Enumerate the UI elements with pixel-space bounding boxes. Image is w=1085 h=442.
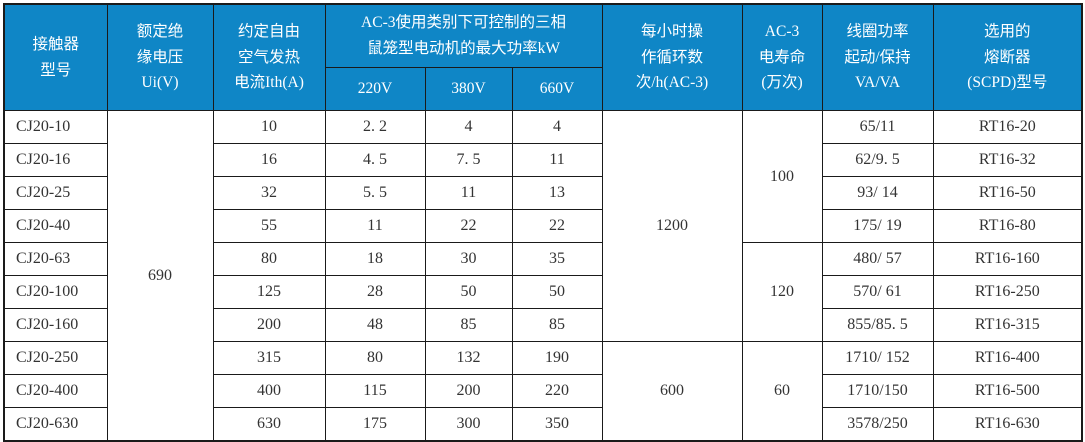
col-header-voltage: 额定绝 缘电压 Ui(V) (106, 3, 214, 111)
cell-p220: 28 (324, 275, 426, 309)
cell-ith: 630 (212, 407, 326, 442)
col-header-power-380: 380V (424, 67, 513, 111)
cell-coil: 855/85. 5 (821, 308, 934, 342)
cell-coil: 1710/ 152 (821, 341, 934, 375)
cell-ith: 80 (212, 242, 326, 276)
cell-ith: 200 (212, 308, 326, 342)
cell-fuse: RT16-315 (932, 308, 1083, 342)
table-row: CJ20-630 630 175 300 350 3578/250 RT16-6… (3, 407, 1083, 442)
cell-fuse: RT16-500 (932, 374, 1083, 408)
col-header-coil: 线圈功率 起动/保持 VA/VA (821, 3, 934, 111)
cell-p380: 200 (424, 374, 513, 408)
cell-p660: 85 (511, 308, 603, 342)
cell-p380: 7. 5 (424, 143, 513, 177)
cell-coil: 1710/150 (821, 374, 934, 408)
cell-fuse: RT16-32 (932, 143, 1083, 177)
cell-p380: 30 (424, 242, 513, 276)
cell-fuse: RT16-400 (932, 341, 1083, 375)
cell-p660: 22 (511, 209, 603, 243)
table-row: CJ20-16 16 4. 5 7. 5 11 62/9. 5 RT16-32 (3, 143, 1083, 177)
cell-fuse: RT16-630 (932, 407, 1083, 442)
cell-p220: 115 (324, 374, 426, 408)
cell-model: CJ20-100 (3, 275, 108, 309)
cell-ith: 125 (212, 275, 326, 309)
cell-fuse: RT16-50 (932, 176, 1083, 210)
cell-model: CJ20-25 (3, 176, 108, 210)
cell-p660: 4 (511, 110, 603, 144)
cell-p660: 50 (511, 275, 603, 309)
cell-fuse: RT16-160 (932, 242, 1083, 276)
col-header-current: 约定自由 空气发热 电流Ith(A) (212, 3, 326, 111)
cell-p380: 300 (424, 407, 513, 442)
cell-model: CJ20-160 (3, 308, 108, 342)
contactor-spec-table: 接触器 型号 额定绝 缘电压 Ui(V) 约定自由 空气发热 电流Ith(A) … (3, 3, 1084, 442)
cell-p660: 190 (511, 341, 603, 375)
cell-fuse: RT16-80 (932, 209, 1083, 243)
col-header-power-220: 220V (324, 67, 426, 111)
table-row: CJ20-400 400 115 200 220 1710/150 RT16-5… (3, 374, 1083, 408)
cell-fuse: RT16-250 (932, 275, 1083, 309)
table-row: CJ20-100 125 28 50 50 570/ 61 RT16-250 (3, 275, 1083, 309)
cell-model: CJ20-250 (3, 341, 108, 375)
col-header-life: AC-3 电寿命 (万次) (741, 3, 823, 111)
col-header-power-660: 660V (511, 67, 603, 111)
cell-p660: 13 (511, 176, 603, 210)
cell-model: CJ20-16 (3, 143, 108, 177)
cell-p380: 50 (424, 275, 513, 309)
cell-coil: 175/ 19 (821, 209, 934, 243)
cell-model: CJ20-630 (3, 407, 108, 442)
table-row: CJ20-63 80 18 30 35 120 480/ 57 RT16-160 (3, 242, 1083, 342)
cell-cycles-merged: 600 (601, 341, 743, 442)
table-row: CJ20-250 315 80 132 190 600 60 1710/ 152… (3, 341, 1083, 442)
table-row: CJ20-10 690 10 2. 2 4 4 1200 100 65/11 R… (3, 110, 1083, 442)
cell-p660: 11 (511, 143, 603, 177)
cell-p220: 48 (324, 308, 426, 342)
col-header-fuse: 选用的 熔断器 (SCPD)型号 (932, 3, 1083, 111)
cell-coil: 570/ 61 (821, 275, 934, 309)
cell-p380: 4 (424, 110, 513, 144)
col-header-power-group: AC-3使用类别下可控制的三相 鼠笼型电动机的最大功率kW (324, 3, 603, 68)
table-row: CJ20-25 32 5. 5 11 13 93/ 14 RT16-50 (3, 176, 1083, 210)
cell-p660: 220 (511, 374, 603, 408)
cell-p220: 18 (324, 242, 426, 276)
col-header-model: 接触器 型号 (3, 3, 108, 111)
cell-model: CJ20-400 (3, 374, 108, 408)
cell-life-merged: 100 (741, 110, 823, 243)
cell-p660: 35 (511, 242, 603, 276)
table-row: CJ20-40 55 11 22 22 175/ 19 RT16-80 (3, 209, 1083, 243)
cell-ith: 400 (212, 374, 326, 408)
cell-model: CJ20-40 (3, 209, 108, 243)
cell-ui-merged: 690 (106, 110, 214, 442)
cell-ith: 10 (212, 110, 326, 144)
cell-p380: 11 (424, 176, 513, 210)
cell-p380: 22 (424, 209, 513, 243)
cell-ith: 16 (212, 143, 326, 177)
cell-model: CJ20-10 (3, 110, 108, 144)
cell-p380: 132 (424, 341, 513, 375)
cell-p220: 5. 5 (324, 176, 426, 210)
cell-coil: 93/ 14 (821, 176, 934, 210)
cell-p220: 2. 2 (324, 110, 426, 144)
cell-p660: 350 (511, 407, 603, 442)
cell-model: CJ20-63 (3, 242, 108, 276)
cell-p380: 85 (424, 308, 513, 342)
col-header-cycles: 每小时操 作循环数 次/h(AC-3) (601, 3, 743, 111)
cell-p220: 80 (324, 341, 426, 375)
cell-coil: 480/ 57 (821, 242, 934, 276)
cell-life-merged: 60 (741, 341, 823, 442)
cell-life-merged: 120 (741, 242, 823, 342)
cell-ith: 55 (212, 209, 326, 243)
cell-p220: 4. 5 (324, 143, 426, 177)
cell-fuse: RT16-20 (932, 110, 1083, 144)
cell-p220: 175 (324, 407, 426, 442)
cell-cycles-merged: 1200 (601, 110, 743, 342)
cell-ith: 315 (212, 341, 326, 375)
cell-coil: 62/9. 5 (821, 143, 934, 177)
cell-p220: 11 (324, 209, 426, 243)
table-row: CJ20-160 200 48 85 85 855/85. 5 RT16-315 (3, 308, 1083, 342)
cell-coil: 3578/250 (821, 407, 934, 442)
cell-coil: 65/11 (821, 110, 934, 144)
cell-ith: 32 (212, 176, 326, 210)
